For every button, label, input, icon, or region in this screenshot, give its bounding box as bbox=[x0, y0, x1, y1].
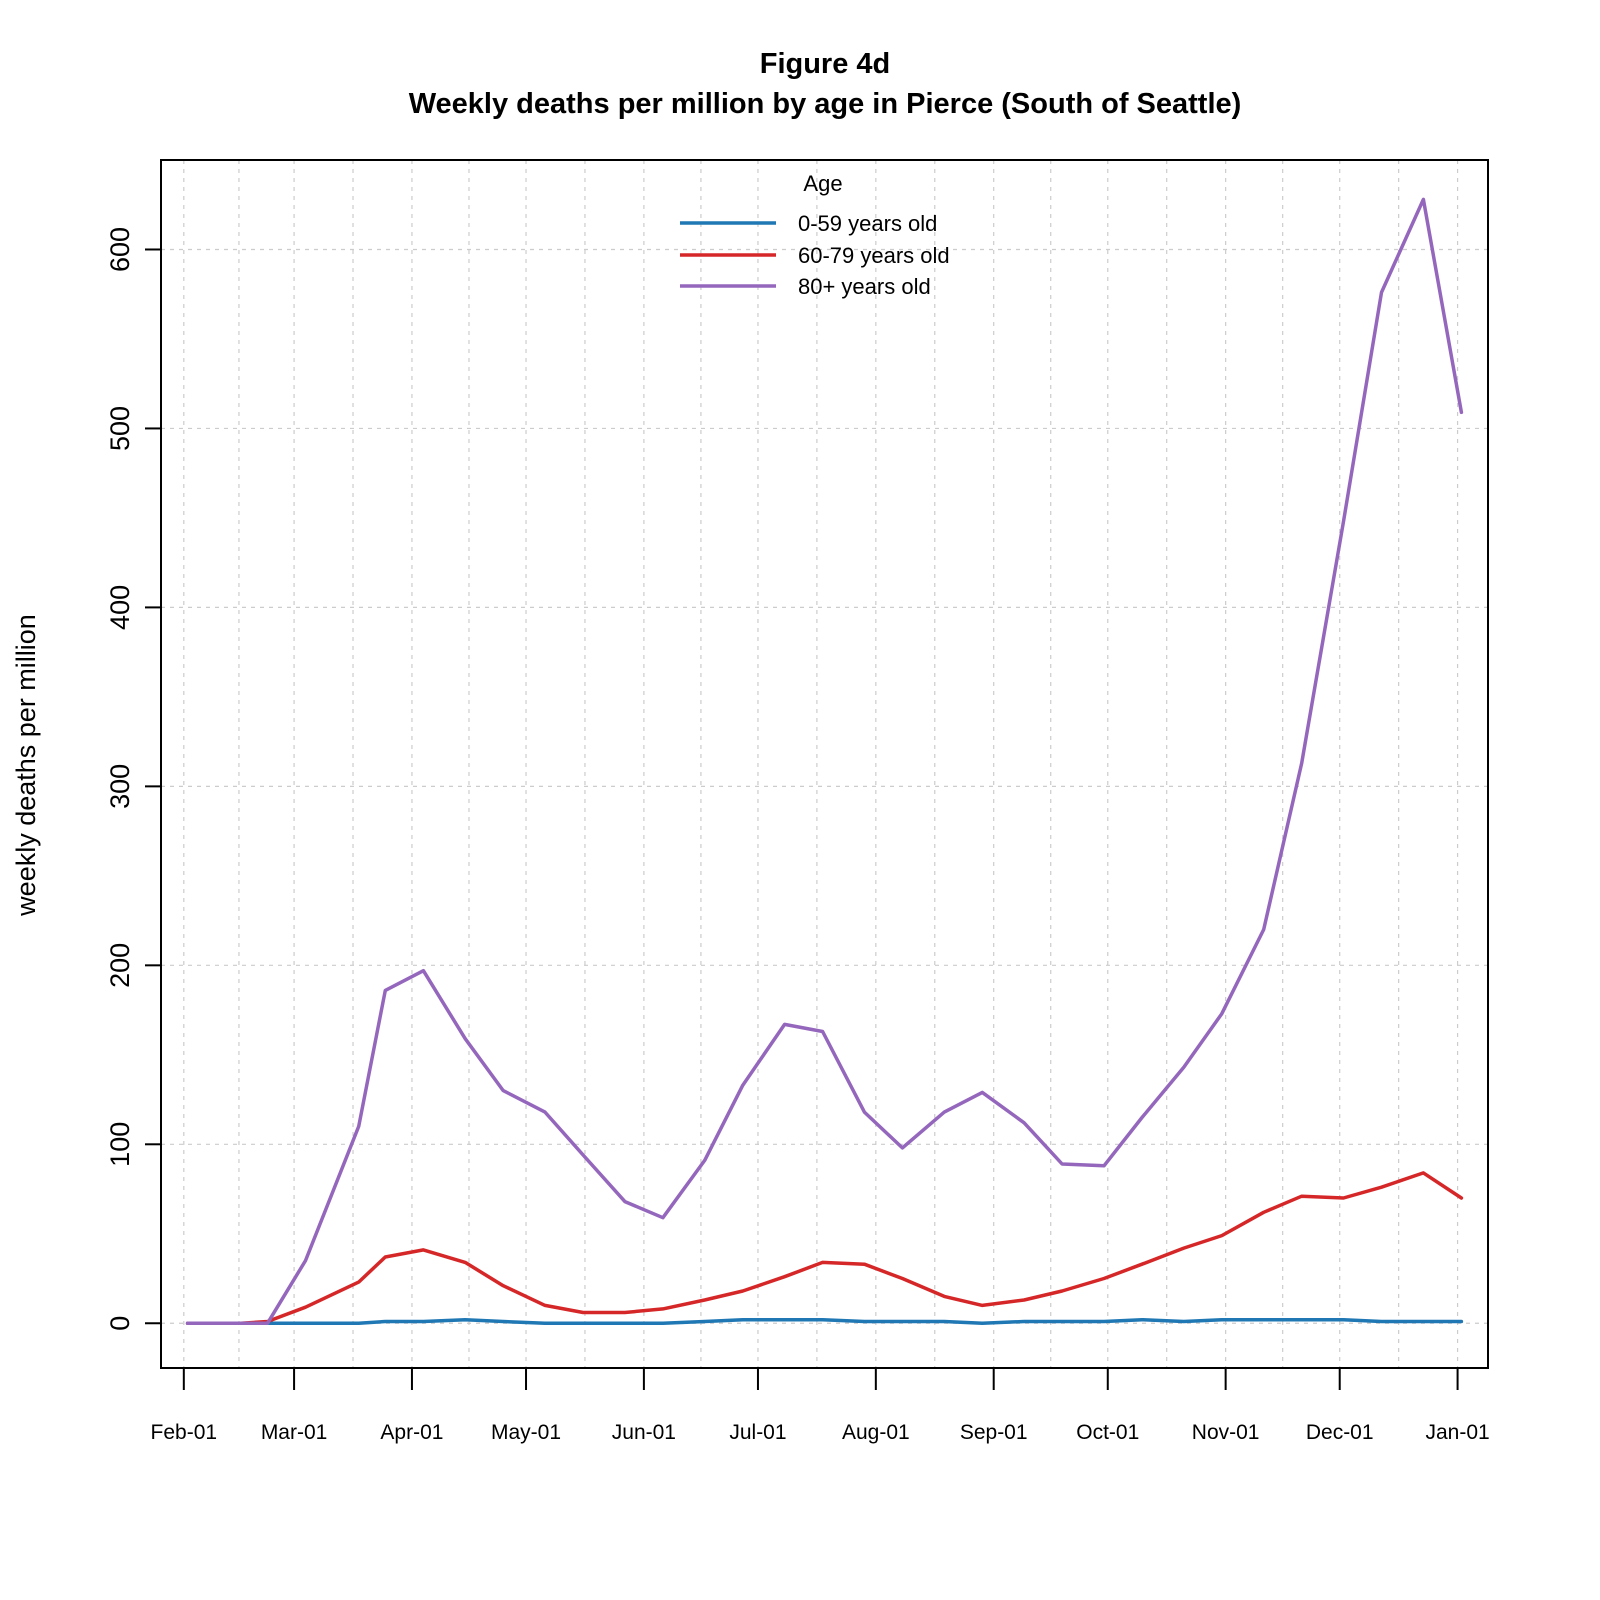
legend-item: 0-59 years old bbox=[680, 211, 937, 236]
series-line-0-59-years-old bbox=[185, 1317, 1464, 1326]
legend-title: Age bbox=[803, 171, 842, 196]
y-axis: 0 100 200 300 400 500 600 bbox=[105, 227, 161, 1331]
y-tick-label: 100 bbox=[105, 1122, 135, 1167]
chart-subtitle: Weekly deaths per million by age in Pier… bbox=[409, 88, 1242, 120]
x-tick-label: Sep-01 bbox=[960, 1421, 1028, 1444]
legend-label-0-59: 0-59 years old bbox=[798, 211, 937, 236]
y-tick-label: 200 bbox=[105, 943, 135, 988]
x-tick-label: Jun-01 bbox=[612, 1421, 676, 1444]
series-lines bbox=[185, 197, 1464, 1326]
x-tick-label: Aug-01 bbox=[842, 1421, 910, 1444]
plot-frame bbox=[160, 159, 1489, 1369]
x-axis: Feb-01 Mar-01 Apr-01 May-01 Jun-01 Jul-01 Aug-… bbox=[151, 1368, 1490, 1444]
x-tick-label: Apr-01 bbox=[380, 1421, 443, 1444]
x-tick-label: Nov-01 bbox=[1192, 1421, 1260, 1444]
y-axis-label: weekly deaths per million bbox=[11, 614, 41, 917]
x-tick-label: Dec-01 bbox=[1306, 1421, 1374, 1444]
y-tick-label: 0 bbox=[105, 1316, 135, 1331]
series-line-80-years-old bbox=[185, 197, 1464, 1326]
x-tick-label: Jan-01 bbox=[1425, 1421, 1489, 1444]
x-tick-label: Jul-01 bbox=[729, 1421, 786, 1444]
grid bbox=[161, 160, 1488, 1368]
chart-title: Figure 4d bbox=[760, 48, 891, 80]
x-tick-label: Oct-01 bbox=[1076, 1421, 1139, 1444]
x-tick-label: Mar-01 bbox=[261, 1421, 328, 1444]
legend-item: 60-79 years old bbox=[680, 243, 950, 268]
legend-item: 80+ years old bbox=[680, 274, 931, 299]
legend-label-60-79: 60-79 years old bbox=[798, 243, 950, 268]
y-tick-label: 400 bbox=[105, 585, 135, 630]
x-tick-label: May-01 bbox=[491, 1421, 561, 1444]
y-tick-label: 600 bbox=[105, 227, 135, 272]
y-tick-label: 500 bbox=[105, 406, 135, 451]
y-tick-label: 300 bbox=[105, 764, 135, 809]
legend-label-80-plus: 80+ years old bbox=[798, 274, 931, 299]
x-tick-label: Feb-01 bbox=[151, 1421, 218, 1444]
series-line-60-79-years-old bbox=[185, 1171, 1464, 1326]
legend: Age 0-59 years old 60-79 years old 80+ y… bbox=[680, 171, 950, 299]
